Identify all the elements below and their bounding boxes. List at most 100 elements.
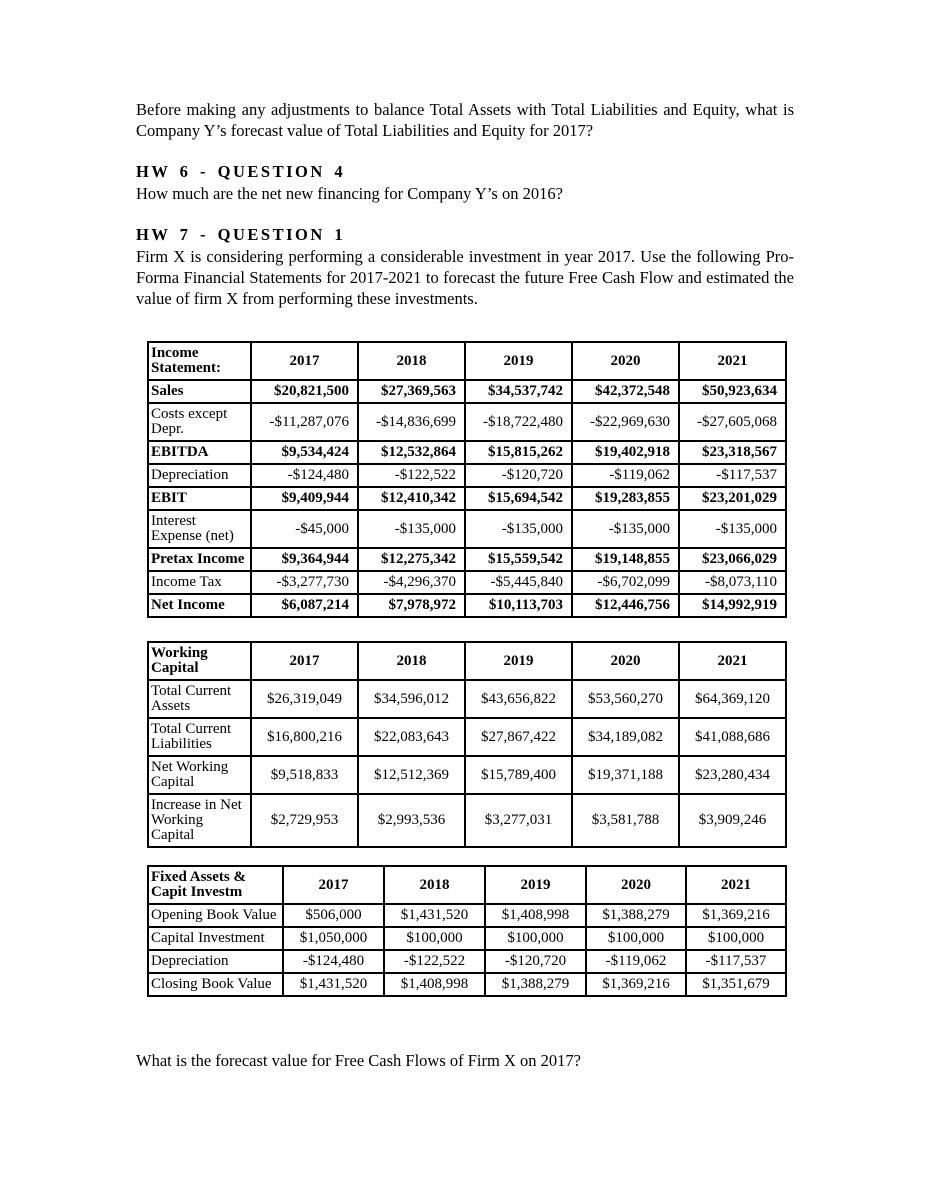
table-row: EBITDA $9,534,424 $12,532,864 $15,815,262 $1… bbox=[147, 440, 787, 465]
value-cell: -$122,522 bbox=[357, 463, 466, 488]
value-cell: -$135,000 bbox=[464, 509, 573, 549]
value-cell: $12,410,342 bbox=[357, 486, 466, 511]
value-cell: $6,087,214 bbox=[250, 593, 359, 618]
table-title-cell: Income Statement: bbox=[147, 341, 252, 381]
value-cell: $506,000 bbox=[282, 903, 385, 928]
year-header-cell: 2018 bbox=[357, 341, 466, 381]
value-cell: -$124,480 bbox=[282, 949, 385, 974]
row-label-cell: Pretax Income bbox=[147, 547, 252, 572]
value-cell: $3,277,031 bbox=[464, 793, 573, 848]
value-cell: $9,364,944 bbox=[250, 547, 359, 572]
value-cell: $26,319,049 bbox=[250, 679, 359, 719]
value-cell: -$120,720 bbox=[464, 463, 573, 488]
value-cell: $1,408,998 bbox=[383, 972, 486, 997]
row-label-cell: Increase in Net Working Capital bbox=[147, 793, 252, 848]
year-header-cell: 2017 bbox=[250, 341, 359, 381]
year-header-cell: 2017 bbox=[282, 865, 385, 905]
value-cell: $43,656,822 bbox=[464, 679, 573, 719]
table-row: Total Current Liabilities $16,800,216 $22,… bbox=[147, 717, 787, 757]
value-cell: $64,369,120 bbox=[678, 679, 787, 719]
value-cell: $100,000 bbox=[383, 926, 486, 951]
value-cell: -$124,480 bbox=[250, 463, 359, 488]
row-label-cell: Closing Book Value bbox=[147, 972, 284, 997]
table-row: Sales $20,821,500 $27,369,563 $34,537,742 $4… bbox=[147, 379, 787, 404]
value-cell: -$119,062 bbox=[571, 463, 680, 488]
row-label-cell: Income Tax bbox=[147, 570, 252, 595]
value-cell: $12,446,756 bbox=[571, 593, 680, 618]
year-header-cell: 2021 bbox=[685, 865, 787, 905]
table-row: Net Working Capital $9,518,833 $12,512,369… bbox=[147, 755, 787, 795]
table-row: Costs except Depr. -$11,287,076 -$14,836,6… bbox=[147, 402, 787, 442]
value-cell: $23,318,567 bbox=[678, 440, 787, 465]
value-cell: $9,534,424 bbox=[250, 440, 359, 465]
value-cell: -$135,000 bbox=[357, 509, 466, 549]
value-cell: $100,000 bbox=[585, 926, 687, 951]
value-cell: $42,372,548 bbox=[571, 379, 680, 404]
year-header-cell: 2021 bbox=[678, 641, 787, 681]
value-cell: $23,201,029 bbox=[678, 486, 787, 511]
year-header-cell: 2017 bbox=[250, 641, 359, 681]
value-cell: $27,867,422 bbox=[464, 717, 573, 757]
table-title-cell: Fixed Assets & Capit Investm bbox=[147, 865, 284, 905]
value-cell: $100,000 bbox=[685, 926, 787, 951]
value-cell: $19,371,188 bbox=[571, 755, 680, 795]
value-cell: -$117,537 bbox=[685, 949, 787, 974]
value-cell: $41,088,686 bbox=[678, 717, 787, 757]
value-cell: $9,518,833 bbox=[250, 755, 359, 795]
year-header-cell: 2020 bbox=[571, 341, 680, 381]
value-cell: $2,729,953 bbox=[250, 793, 359, 848]
table-header-row: Fixed Assets & Capit Investm 2017 2018 2019… bbox=[147, 865, 787, 905]
year-header-cell: 2019 bbox=[464, 341, 573, 381]
row-label-cell: Total Current Assets bbox=[147, 679, 252, 719]
value-cell: -$135,000 bbox=[571, 509, 680, 549]
value-cell: $19,402,918 bbox=[571, 440, 680, 465]
value-cell: $3,909,246 bbox=[678, 793, 787, 848]
row-label-cell: Opening Book Value bbox=[147, 903, 284, 928]
table-row: Capital Investment $1,050,000 $100,000 $100… bbox=[147, 926, 787, 951]
value-cell: -$6,702,099 bbox=[571, 570, 680, 595]
row-label-cell: Depreciation bbox=[147, 949, 284, 974]
value-cell: $14,992,919 bbox=[678, 593, 787, 618]
value-cell: $1,369,216 bbox=[585, 972, 687, 997]
value-cell: -$11,287,076 bbox=[250, 402, 359, 442]
value-cell: -$8,073,110 bbox=[678, 570, 787, 595]
row-label-cell: Sales bbox=[147, 379, 252, 404]
value-cell: $15,789,400 bbox=[464, 755, 573, 795]
table-row: Depreciation -$124,480 -$122,522 -$120,720 -… bbox=[147, 949, 787, 974]
value-cell: -$117,537 bbox=[678, 463, 787, 488]
value-cell: $2,993,536 bbox=[357, 793, 466, 848]
row-label-cell: Total Current Liabilities bbox=[147, 717, 252, 757]
hw7-heading: HW 7 - QUESTION 1 bbox=[136, 225, 346, 244]
final-question-text: What is the forecast value for Free Cash… bbox=[136, 1051, 581, 1070]
value-cell: $22,083,643 bbox=[357, 717, 466, 757]
value-cell: -$120,720 bbox=[484, 949, 587, 974]
year-header-cell: 2019 bbox=[484, 865, 587, 905]
value-cell: $16,800,216 bbox=[250, 717, 359, 757]
table-row: EBIT $9,409,944 $12,410,342 $15,694,542 $19,… bbox=[147, 486, 787, 511]
table-row: Total Current Assets $26,319,049 $34,596,0… bbox=[147, 679, 787, 719]
value-cell: $19,283,855 bbox=[571, 486, 680, 511]
value-cell: $1,369,216 bbox=[685, 903, 787, 928]
value-cell: $3,581,788 bbox=[571, 793, 680, 848]
table-row: Closing Book Value $1,431,520 $1,408,998 $1… bbox=[147, 972, 787, 997]
value-cell: $7,978,972 bbox=[357, 593, 466, 618]
value-cell: $15,559,542 bbox=[464, 547, 573, 572]
intro-question-text: Before making any adjustments to balance… bbox=[136, 100, 794, 140]
hw6-question-text: How much are the net new financing for C… bbox=[136, 184, 563, 203]
row-label-cell: Interest Expense (net) bbox=[147, 509, 252, 549]
value-cell: -$27,605,068 bbox=[678, 402, 787, 442]
value-cell: $12,532,864 bbox=[357, 440, 466, 465]
value-cell: $20,821,500 bbox=[250, 379, 359, 404]
value-cell: -$5,445,840 bbox=[464, 570, 573, 595]
value-cell: -$122,522 bbox=[383, 949, 486, 974]
table-row: Depreciation -$124,480 -$122,522 -$120,720-… bbox=[147, 463, 787, 488]
value-cell: $1,408,998 bbox=[484, 903, 587, 928]
value-cell: $12,512,369 bbox=[357, 755, 466, 795]
value-cell: $10,113,703 bbox=[464, 593, 573, 618]
value-cell: $19,148,855 bbox=[571, 547, 680, 572]
value-cell: $15,694,542 bbox=[464, 486, 573, 511]
value-cell: $1,388,279 bbox=[484, 972, 587, 997]
value-cell: $27,369,563 bbox=[357, 379, 466, 404]
row-label-cell: Depreciation bbox=[147, 463, 252, 488]
